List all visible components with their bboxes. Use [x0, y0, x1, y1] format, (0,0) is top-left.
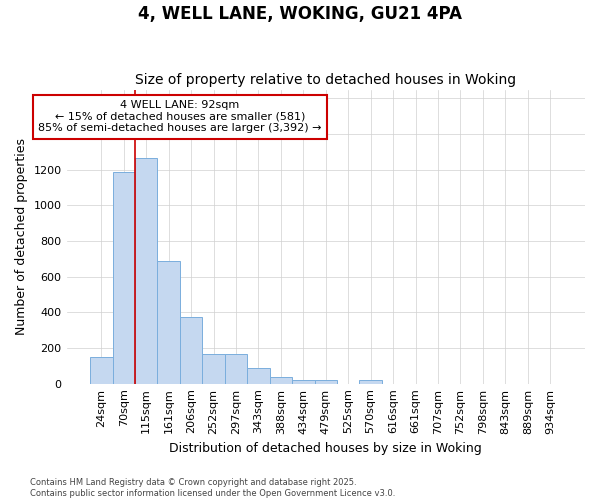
Text: Contains HM Land Registry data © Crown copyright and database right 2025.
Contai: Contains HM Land Registry data © Crown c…	[30, 478, 395, 498]
Y-axis label: Number of detached properties: Number of detached properties	[15, 138, 28, 335]
Bar	[157, 260, 180, 384]
Bar	[113, 172, 135, 384]
Title: Size of property relative to detached houses in Woking: Size of property relative to detached ho…	[135, 73, 517, 87]
Bar	[202, 354, 225, 384]
Bar	[269, 378, 292, 384]
X-axis label: Distribution of detached houses by size in Woking: Distribution of detached houses by size …	[169, 442, 482, 455]
Bar	[314, 380, 337, 384]
Bar	[359, 380, 382, 384]
Bar	[292, 380, 314, 384]
Text: 4, WELL LANE, WOKING, GU21 4PA: 4, WELL LANE, WOKING, GU21 4PA	[138, 5, 462, 23]
Text: 4 WELL LANE: 92sqm
← 15% of detached houses are smaller (581)
85% of semi-detach: 4 WELL LANE: 92sqm ← 15% of detached hou…	[38, 100, 322, 134]
Bar	[180, 317, 202, 384]
Bar	[90, 357, 113, 384]
Bar	[225, 354, 247, 384]
Bar	[247, 368, 269, 384]
Bar	[135, 158, 157, 384]
